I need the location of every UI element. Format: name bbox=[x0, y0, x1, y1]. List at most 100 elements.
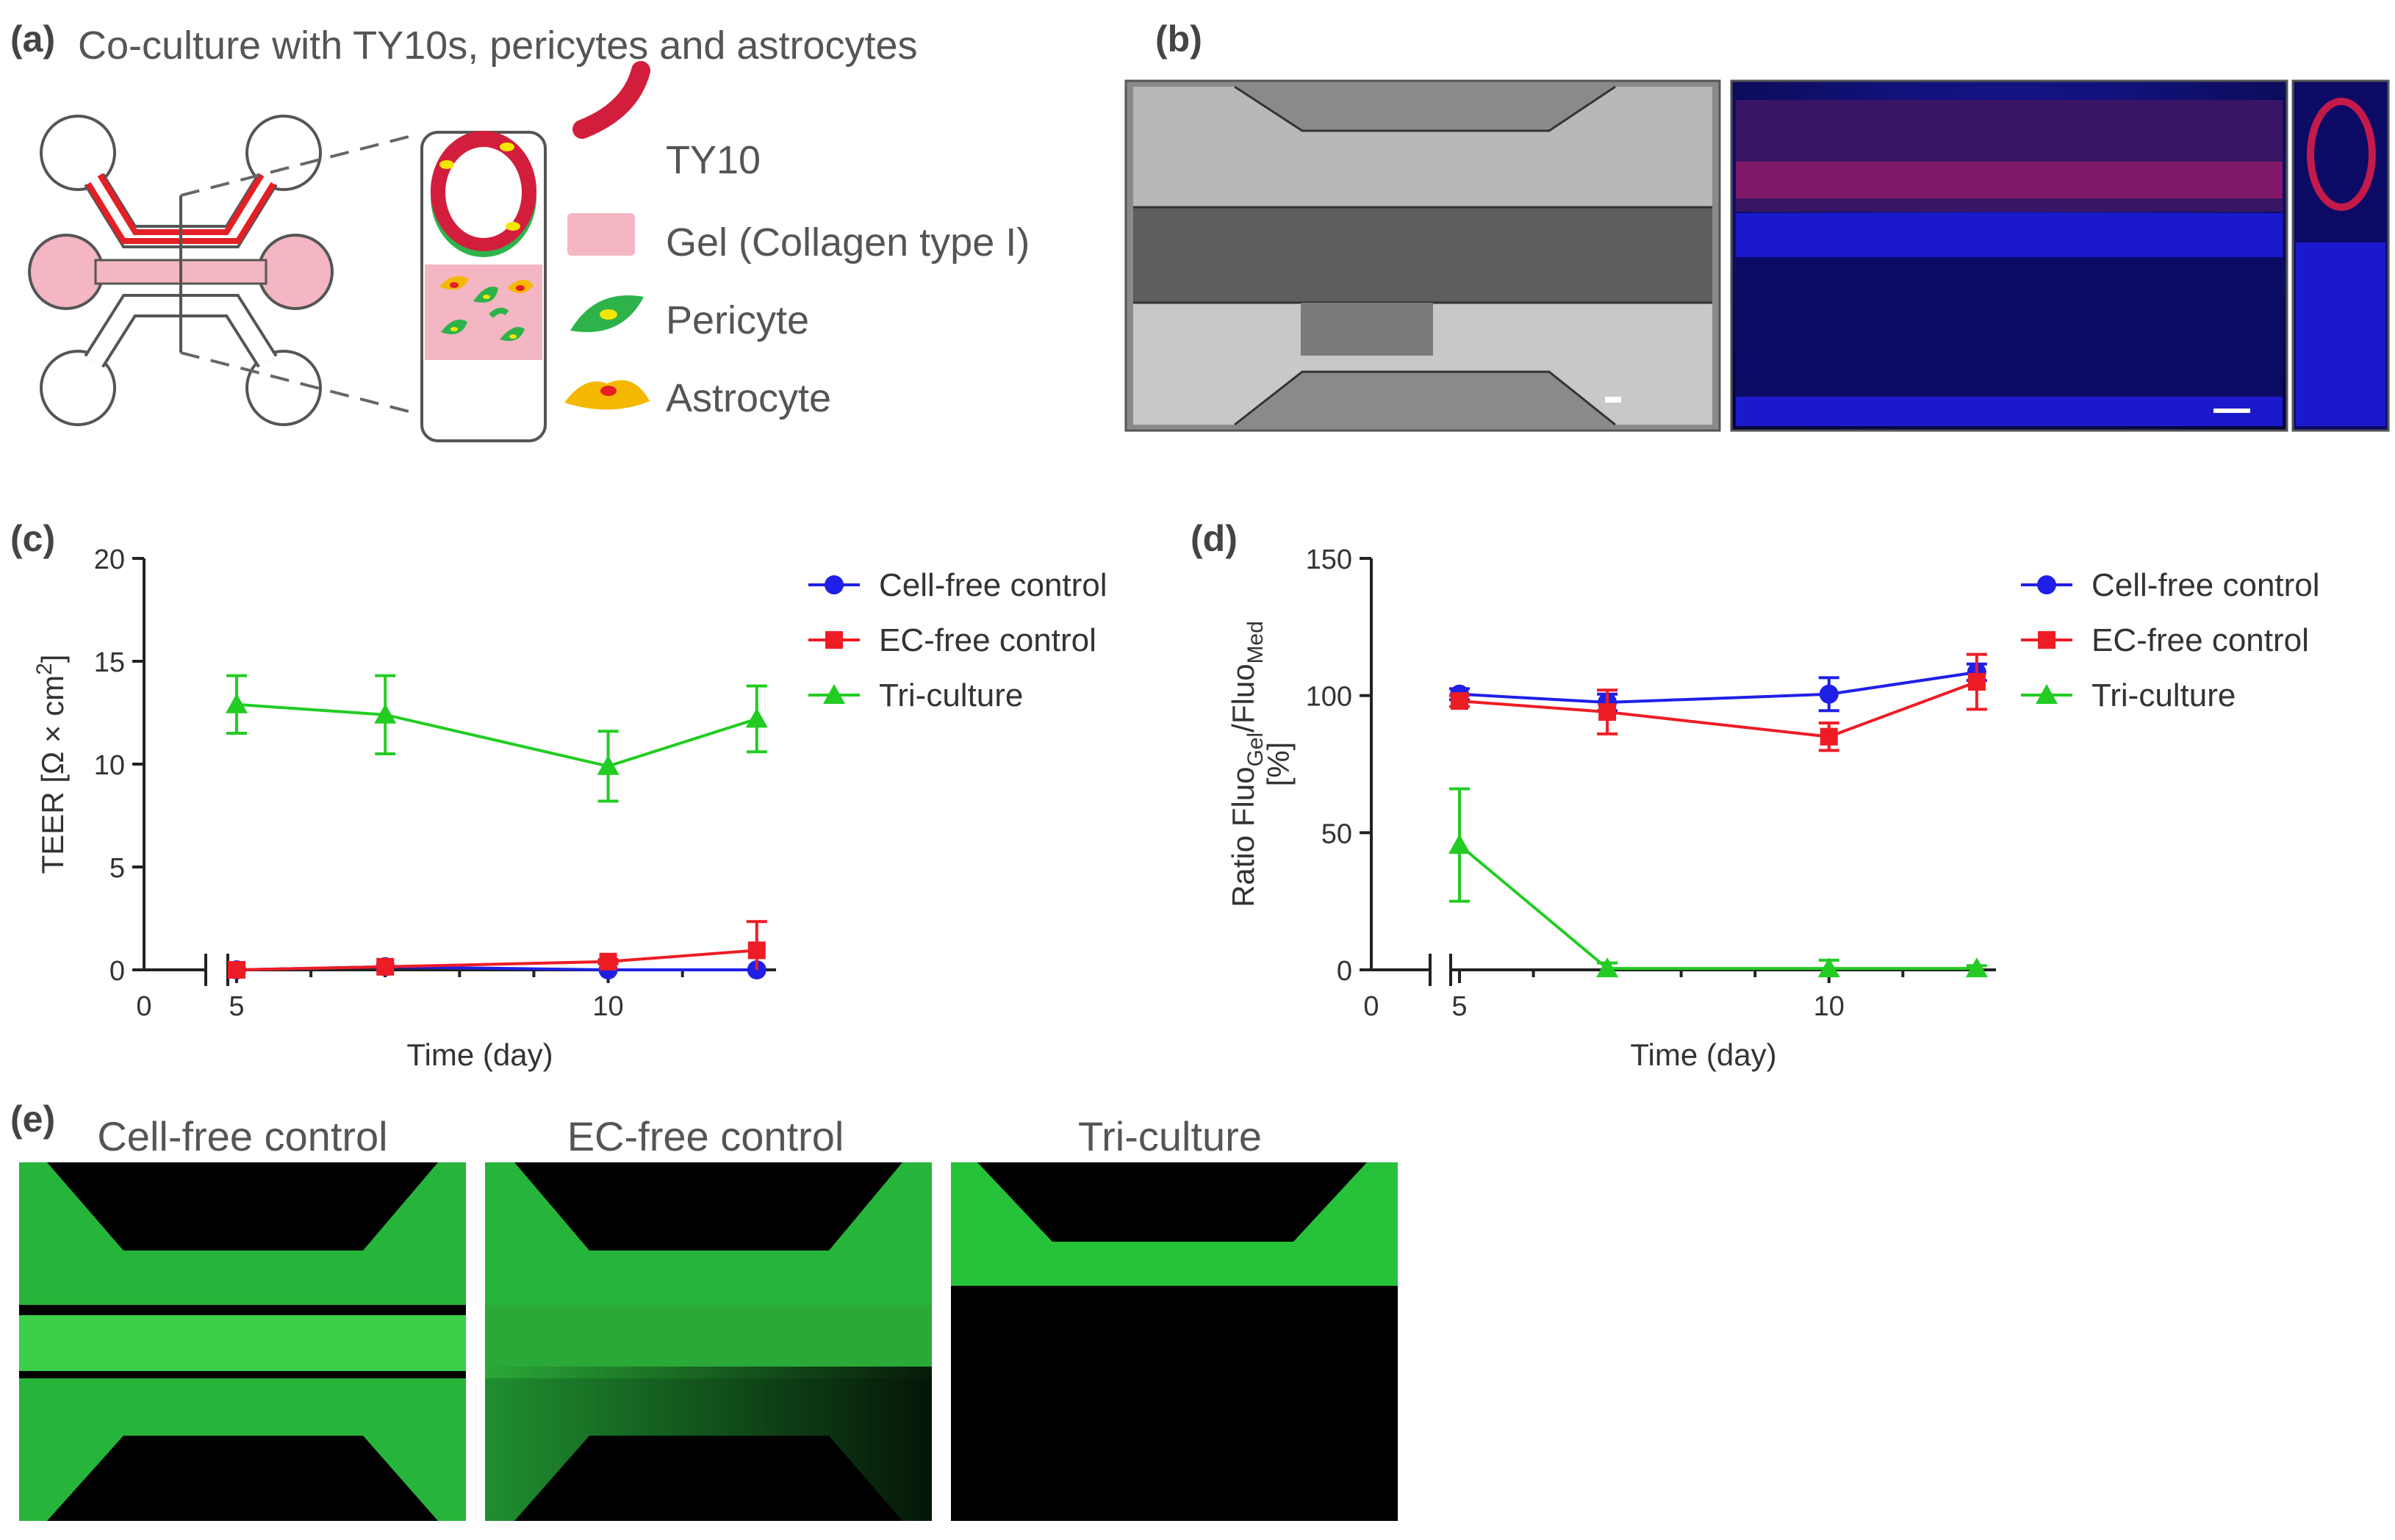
y-tick-label: 150 bbox=[1306, 544, 1352, 575]
y-axis-label-main: Ratio Fluo bbox=[1226, 767, 1260, 907]
series-line bbox=[236, 702, 758, 768]
y-axis-label-superscript: 2 bbox=[32, 663, 57, 675]
data-point bbox=[747, 941, 766, 960]
fluorescence-image-tri-culture bbox=[951, 1162, 1398, 1521]
panel-a-legend: TY10 Gel (Collagen type I) Pericyte Astr… bbox=[564, 61, 1030, 420]
legend-label-pericyte: Pericyte bbox=[666, 298, 809, 342]
series-line bbox=[236, 949, 757, 971]
fluorescence-ratio-chart: 0 50 100 150 0 5 10 Time (day) Ratio FluoGel/Flu… bbox=[1226, 544, 2320, 1072]
y-tick-label: 0 bbox=[1337, 956, 1352, 987]
y-tick-label: 0 bbox=[109, 956, 125, 987]
data-point bbox=[1819, 684, 1839, 704]
x-tick-label: 10 bbox=[1814, 991, 1845, 1022]
x-tick-label: 0 bbox=[1363, 991, 1379, 1022]
panel-e-label: (e) bbox=[10, 1098, 55, 1140]
orthogonal-view bbox=[2291, 79, 2390, 432]
chip-well bbox=[40, 350, 116, 426]
panel-a-label: (a) bbox=[10, 18, 55, 60]
teer-chart: 0 5 10 15 20 0 5 10 Time (day) TEER [Ω × cm2] Cell… bbox=[32, 544, 1107, 1072]
legend-marker bbox=[2037, 575, 2056, 594]
y-axis-label-subscript: Med bbox=[1243, 621, 1268, 663]
ty10-tube-icon bbox=[572, 61, 650, 139]
data-point bbox=[745, 708, 768, 728]
chip-well-gel bbox=[257, 234, 334, 310]
pericyte-cell-icon bbox=[570, 295, 644, 333]
x-tick-label: 0 bbox=[136, 991, 151, 1022]
series-cell-free-control bbox=[1449, 662, 1987, 713]
legend-label: Tri-culture bbox=[2091, 677, 2236, 713]
x-axis-label: Time (day) bbox=[406, 1037, 553, 1072]
image-title-ec-free: EC-free control bbox=[567, 1113, 844, 1159]
astrocyte-cell-icon bbox=[564, 380, 650, 410]
data-point bbox=[1598, 703, 1617, 722]
data-point bbox=[1448, 834, 1471, 854]
chip-well-gel bbox=[28, 234, 104, 310]
brightfield-image bbox=[1124, 79, 1721, 432]
legend-label: EC-free control bbox=[2091, 622, 2309, 658]
series-ec-free-control bbox=[1449, 652, 1987, 752]
y-tick-label: 5 bbox=[109, 853, 125, 884]
legend-label: Tri-culture bbox=[879, 677, 1023, 713]
legend-marker bbox=[823, 684, 845, 704]
series-tri-culture bbox=[1448, 787, 1988, 978]
panel-a: (a) Co-culture with TY10s, pericytes and… bbox=[10, 18, 1030, 442]
fluorescence-image-cell-free bbox=[19, 1162, 466, 1521]
legend-label: EC-free control bbox=[879, 622, 1096, 658]
legend-label-gel: Gel (Collagen type I) bbox=[666, 220, 1030, 265]
legend-marker bbox=[2036, 684, 2058, 704]
data-point bbox=[597, 755, 620, 775]
y-axis-label-unit: [%] bbox=[1261, 742, 1296, 787]
legend-label: Cell-free control bbox=[2091, 567, 2320, 603]
y-tick-label: 50 bbox=[1321, 818, 1352, 849]
legend-marker bbox=[825, 631, 843, 649]
data-point bbox=[1451, 692, 1468, 710]
y-axis-label: Ratio FluoGel/FluoMed bbox=[1226, 621, 1268, 907]
y-axis-label-subscript: Gel bbox=[1243, 733, 1268, 767]
y-tick-label: 15 bbox=[94, 647, 125, 678]
legend-label-astrocyte: Astrocyte bbox=[666, 376, 831, 420]
data-point bbox=[376, 957, 395, 976]
chip-well bbox=[245, 115, 322, 191]
panel-e: (e) Cell-free control EC-free control Tr… bbox=[10, 1098, 1398, 1521]
data-point bbox=[374, 703, 397, 724]
chip-well bbox=[245, 350, 322, 426]
y-tick-label: 10 bbox=[94, 750, 125, 781]
legend-marker bbox=[825, 575, 844, 594]
panel-b: (b) bbox=[1124, 18, 2390, 432]
panel-d-label: (d) bbox=[1191, 518, 1238, 559]
confocal-image bbox=[1730, 79, 2288, 432]
y-tick-label: 20 bbox=[94, 544, 125, 575]
y-axis-label: TEER [Ω × cm2] bbox=[32, 655, 70, 874]
series-tri-culture bbox=[226, 674, 768, 803]
legend-label-ty10: TY10 bbox=[666, 138, 761, 182]
x-tick-label: 5 bbox=[229, 991, 244, 1022]
data-point bbox=[1596, 957, 1619, 978]
y-axis-label-main: TEER [Ω × cm bbox=[35, 675, 70, 874]
panel-d: (d) 0 50 100 150 0 5 10 Time (day) Ratio FluoGel… bbox=[1191, 518, 2320, 1072]
y-axis-label-end: ] bbox=[35, 655, 70, 663]
x-tick-label: 10 bbox=[592, 991, 623, 1022]
x-axis-label: Time (day) bbox=[1630, 1037, 1776, 1072]
series-ec-free-control bbox=[228, 920, 767, 979]
cross-section bbox=[420, 131, 547, 442]
panel-c: (c) 0 5 10 15 20 0 5 10 Time (day) TEER [Ω × cm2]… bbox=[10, 518, 1107, 1072]
fluorescence-image-ec-free bbox=[485, 1162, 932, 1521]
data-point bbox=[1965, 957, 1988, 978]
panel-b-label: (b) bbox=[1155, 18, 1202, 60]
series-line bbox=[1459, 680, 1978, 738]
chip-schematic bbox=[28, 115, 409, 426]
data-point bbox=[228, 961, 245, 979]
image-title-cell-free: Cell-free control bbox=[97, 1113, 387, 1159]
series-line bbox=[1459, 670, 1978, 705]
data-point bbox=[1817, 957, 1840, 978]
legend-label: Cell-free control bbox=[879, 567, 1107, 603]
panel-c-label: (c) bbox=[10, 518, 55, 559]
gel-swatch-icon bbox=[567, 213, 635, 256]
image-title-tri-culture: Tri-culture bbox=[1078, 1113, 1262, 1159]
data-point bbox=[226, 693, 248, 713]
y-tick-label: 100 bbox=[1306, 682, 1352, 713]
data-point bbox=[599, 952, 617, 971]
x-tick-label: 5 bbox=[1451, 991, 1467, 1022]
